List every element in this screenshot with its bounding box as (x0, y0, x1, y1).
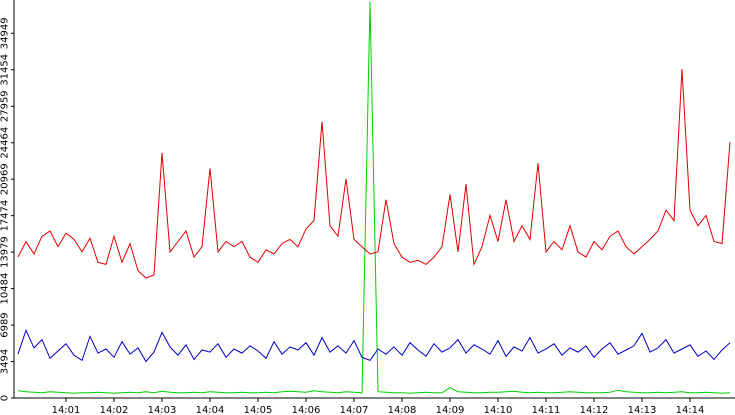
x-tick-label: 14:08 (388, 405, 417, 415)
x-tick-label: 14:07 (340, 405, 369, 415)
x-tick-label: 14:01 (52, 405, 81, 415)
x-tick-label: 14:13 (628, 405, 657, 415)
y-tick-label: 20969 (0, 163, 10, 195)
y-tick-label: 34949 (0, 17, 10, 49)
y-tick-label: 6989 (0, 312, 10, 337)
y-tick-label: 10484 (0, 273, 10, 305)
y-tick-label: 24464 (0, 127, 10, 159)
series-line (17, 1, 731, 394)
series-line (17, 69, 731, 279)
y-tick-label: 3494 (0, 349, 10, 374)
x-tick-label: 14:11 (532, 405, 561, 415)
y-tick-label: 13979 (0, 236, 10, 268)
x-tick-label: 14:04 (196, 405, 225, 415)
x-tick-label: 14:03 (148, 405, 177, 415)
y-tick-label: 0 (0, 395, 10, 401)
y-tick-label: 31454 (0, 54, 10, 86)
series-line (17, 328, 731, 363)
y-tick-label: 27959 (0, 90, 10, 122)
x-tick-label: 14:05 (244, 405, 273, 415)
x-tick-label: 14:12 (580, 405, 609, 415)
x-tick-label: 14:09 (436, 405, 465, 415)
x-tick-label: 14:10 (484, 405, 513, 415)
x-tick-label: 14:14 (676, 405, 705, 415)
y-tick-label: 17474 (0, 200, 10, 232)
x-tick-label: 14:02 (100, 405, 129, 415)
x-tick-label: 14:06 (292, 405, 321, 415)
